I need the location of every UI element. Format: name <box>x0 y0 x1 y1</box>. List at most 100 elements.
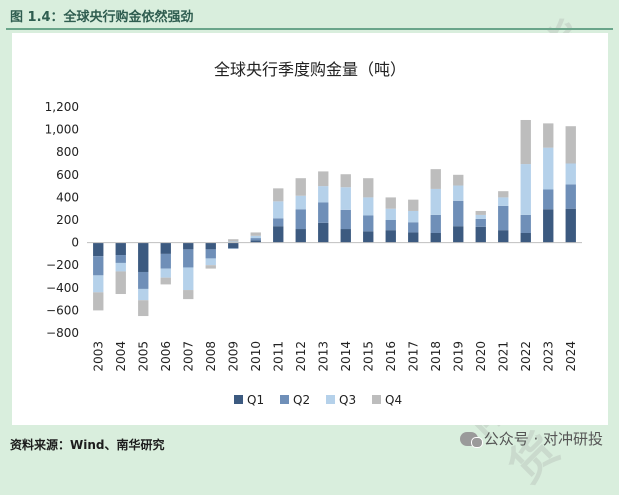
bar-2017-q2 <box>408 222 419 233</box>
wechat-icon <box>459 431 483 448</box>
y-tick-label: 800 <box>56 145 79 159</box>
legend-label-q4: Q4 <box>385 393 402 407</box>
x-tick-label: 2004 <box>114 341 128 372</box>
watermark-account: 公众号 · 对冲研投 <box>459 428 603 449</box>
bar-2023-q1 <box>543 209 554 243</box>
x-tick-label: 2013 <box>316 341 330 372</box>
bar-2021-q3 <box>498 197 509 206</box>
bar-2009-q1 <box>228 242 239 249</box>
bar-2006-q3 <box>160 268 171 278</box>
bar-2004-q4 <box>115 271 126 295</box>
legend-swatch-q3 <box>326 395 335 404</box>
bar-2024-q1 <box>565 208 576 243</box>
bar-2007-q3 <box>183 267 194 291</box>
bar-2018-q1 <box>430 232 441 243</box>
bar-2011-q1 <box>273 226 284 243</box>
bar-2004-q1 <box>115 242 126 256</box>
x-tick-label: 2015 <box>361 341 375 372</box>
bar-2003-q3 <box>93 275 104 293</box>
stacked-bar-chart: 全球央行季度购金量（吨） −800 −600 −400 −200 0 200 400 600 8… <box>45 60 582 407</box>
x-tick-label: 2018 <box>429 341 443 372</box>
bar-2019-q4 <box>453 174 464 186</box>
x-tick-label: 2010 <box>249 341 263 372</box>
watermark-label: 公众号 · 对冲研投 <box>483 430 603 448</box>
x-tick-label: 2006 <box>159 341 173 372</box>
bar-2014-q4 <box>340 174 351 188</box>
x-tick-label: 2009 <box>226 341 240 372</box>
title-divider <box>6 28 613 30</box>
bar-2023-q2 <box>543 189 554 210</box>
bar-2024-q3 <box>565 163 576 185</box>
x-tick-label: 2024 <box>564 341 578 372</box>
bar-2015-q1 <box>363 231 374 243</box>
x-tick-label: 2016 <box>384 341 398 372</box>
bar-2005-q4 <box>138 300 149 317</box>
legend-label-q3: Q3 <box>339 393 356 407</box>
x-tick-label: 2019 <box>451 341 465 372</box>
bar-2017-q1 <box>408 232 419 243</box>
y-tick-label: 600 <box>56 168 79 182</box>
bar-2015-q4 <box>363 178 374 198</box>
y-tick-label: 1,000 <box>45 123 79 137</box>
bar-2016-q3 <box>385 208 396 220</box>
x-tick-label: 2020 <box>474 341 488 372</box>
bar-2010-q3 <box>250 235 261 239</box>
bar-2018-q2 <box>430 214 441 233</box>
y-tick-label: 200 <box>56 213 79 227</box>
bar-2023-q3 <box>543 147 554 190</box>
chart-panel: 全球央行季度购金量（吨） −800 −600 −400 −200 0 200 400 600 8… <box>12 33 608 425</box>
legend-swatch-q1 <box>234 395 243 404</box>
bar-2005-q1 <box>138 242 149 272</box>
x-tick-label: 2017 <box>406 341 420 372</box>
bar-2013-q1 <box>318 222 329 243</box>
bar-2021-q4 <box>498 191 509 198</box>
bar-2015-q3 <box>363 197 374 216</box>
bar-2019-q3 <box>453 185 464 201</box>
bar-2003-q1 <box>93 242 104 257</box>
x-tick-label: 2014 <box>339 341 353 372</box>
bar-2021-q2 <box>498 205 509 231</box>
bar-2022-q3 <box>520 164 531 215</box>
bar-2013-q3 <box>318 186 329 203</box>
legend-swatch-q4 <box>372 395 381 404</box>
x-axis: 2003 2004 2005 2006 2007 2008 2009 2010 2011 2012… <box>87 242 582 372</box>
bar-2020-q3 <box>475 214 486 219</box>
bar-2006-q4 <box>160 277 171 285</box>
bar-2019-q1 <box>453 226 464 243</box>
y-tick-label: 0 <box>71 236 79 250</box>
x-tick-label: 2011 <box>271 341 285 372</box>
bar-2012-q4 <box>295 178 306 196</box>
bar-2007-q2 <box>183 249 194 268</box>
source-note: 资料来源：Wind、南华研究 <box>10 438 165 452</box>
bar-2012-q3 <box>295 195 306 210</box>
legend-label-q1: Q1 <box>247 393 264 407</box>
y-tick-label: 1,200 <box>45 100 79 114</box>
legend-swatch-q2 <box>280 395 289 404</box>
bar-2020-q2 <box>475 218 486 227</box>
bar-2016-q2 <box>385 220 396 231</box>
bar-2008-q3 <box>205 258 216 266</box>
y-tick-label: −600 <box>46 303 79 317</box>
bar-2007-q1 <box>183 242 194 250</box>
bar-2022-q2 <box>520 214 531 233</box>
bar-2009-q3 <box>228 241 239 243</box>
bar-2018-q3 <box>430 188 441 215</box>
x-tick-label: 2005 <box>136 341 150 372</box>
bar-2010-q2 <box>250 238 261 241</box>
bar-2016-q4 <box>385 197 396 209</box>
bar-2011-q4 <box>273 188 284 202</box>
x-tick-label: 2021 <box>496 341 510 372</box>
figure-title: 图 1.4：全球央行购金依然强劲 <box>10 10 194 25</box>
y-tick-label: −800 <box>46 326 79 340</box>
x-tick-label: 2003 <box>91 341 105 372</box>
x-tick-label: 2008 <box>204 341 218 372</box>
chart-title: 全球央行季度购金量（吨） <box>214 60 406 79</box>
bar-2009-q4 <box>228 239 239 242</box>
bar-2012-q1 <box>295 229 306 243</box>
bar-2016-q1 <box>385 230 396 243</box>
x-tick-label: 2022 <box>519 341 533 372</box>
bar-2007-q4 <box>183 290 194 300</box>
bar-2014-q2 <box>340 209 351 230</box>
bar-2012-q2 <box>295 209 306 230</box>
x-tick-label: 2012 <box>294 341 308 372</box>
